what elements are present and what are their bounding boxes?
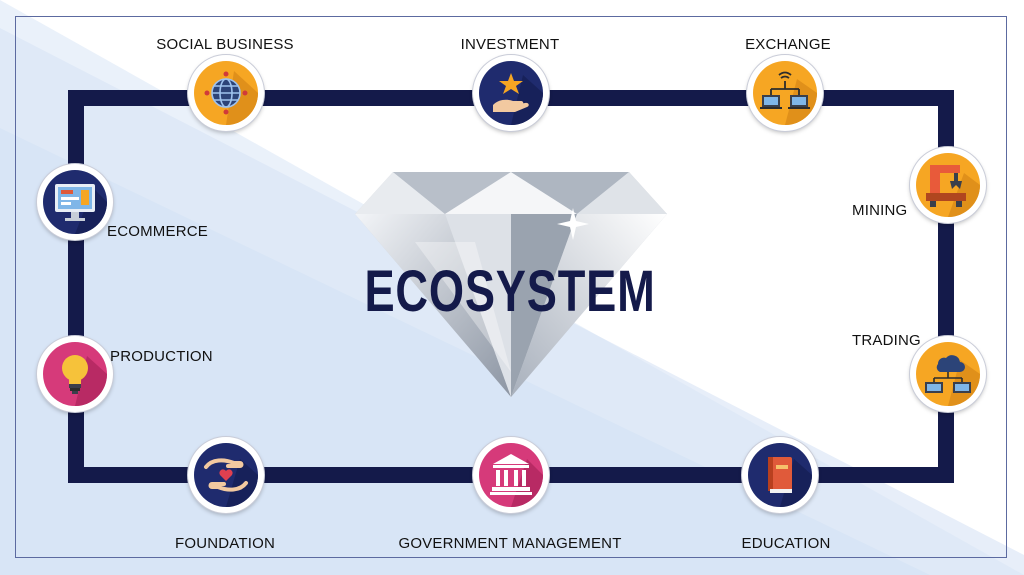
- node-investment: [473, 55, 549, 131]
- hand-star-icon: [479, 61, 543, 125]
- node-label: MINING: [852, 202, 908, 219]
- diamond-graphic: [355, 172, 667, 397]
- node-trading: [910, 336, 986, 412]
- node-government-management: [473, 437, 549, 513]
- node-production: [37, 336, 113, 412]
- node-label: TRADING: [852, 332, 921, 349]
- node-label: FOUNDATION: [174, 535, 276, 552]
- robot-arm-icon: [916, 153, 980, 217]
- cloud-network-icon: [916, 342, 980, 406]
- node-social-business: [188, 55, 264, 131]
- node-label: EXCHANGE: [745, 36, 831, 53]
- node-foundation: [188, 437, 264, 513]
- node-label: SOCIAL BUSINESS: [156, 36, 294, 53]
- node-label: EDUCATION: [741, 535, 831, 552]
- node-label: ECOMMERCE: [107, 223, 208, 240]
- node-label: GOVERNMENT MANAGEMENT: [398, 535, 622, 552]
- globe-icon: [194, 61, 258, 125]
- outer-frame: [15, 16, 1007, 558]
- node-mining: [910, 147, 986, 223]
- node-label: INVESTMENT: [460, 36, 560, 53]
- network-computers-icon: [753, 61, 817, 125]
- hands-heart-icon: [194, 443, 258, 507]
- node-exchange: [747, 55, 823, 131]
- node-label: PRODUCTION: [110, 348, 213, 365]
- bank-building-icon: [479, 443, 543, 507]
- diagram-title: ECOSYSTEM: [364, 259, 656, 324]
- lightbulb-icon: [43, 342, 107, 406]
- node-ecommerce: [37, 164, 113, 240]
- node-education: [742, 437, 818, 513]
- monitor-icon: [43, 170, 107, 234]
- book-icon: [748, 443, 812, 507]
